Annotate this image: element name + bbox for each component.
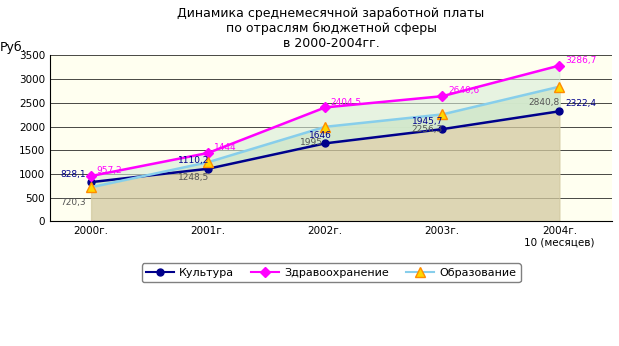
Line: Здравоохранение: Здравоохранение [88,62,563,180]
Культура [439,127,446,131]
Text: 828,1: 828,1 [61,170,86,179]
Text: 2256,3: 2256,3 [412,126,443,135]
Line: Образование: Образование [86,82,565,192]
Text: 1110,2: 1110,2 [178,156,209,165]
Text: 2840,8: 2840,8 [529,98,560,107]
Образование [87,185,95,189]
Культура [556,109,563,113]
Культура [321,141,329,145]
Text: Руб.: Руб. [0,41,26,54]
Культура [204,167,212,171]
Text: 2404,5: 2404,5 [331,98,362,107]
Title: Динамика среднемесячной заработной платы
по отраслям бюджетной сферы
в 2000-2004: Динамика среднемесячной заработной платы… [178,7,485,50]
Text: 1995: 1995 [300,138,323,147]
Line: Культура: Культура [88,108,563,185]
Здравоохранение [204,151,212,155]
Здравоохранение [321,105,329,109]
Образование [204,160,212,164]
Text: 2640,6: 2640,6 [448,86,479,95]
Text: 957,2: 957,2 [97,166,123,175]
Здравоохранение [87,174,95,178]
Образование [321,125,329,129]
Text: 1444: 1444 [214,143,236,152]
Text: 3286,7: 3286,7 [565,56,596,65]
Здравоохранение [556,63,563,67]
Образование [439,112,446,117]
Здравоохранение [439,94,446,98]
Культура [87,180,95,184]
Text: 720,3: 720,3 [61,198,86,207]
Text: 1945,7: 1945,7 [412,117,443,126]
Text: 1646: 1646 [308,131,331,140]
Образование [556,85,563,89]
Legend: Культура, Здравоохранение, Образование: Культура, Здравоохранение, Образование [142,263,521,282]
Text: 1248,5: 1248,5 [178,173,209,182]
Text: 2322,4: 2322,4 [565,99,596,108]
